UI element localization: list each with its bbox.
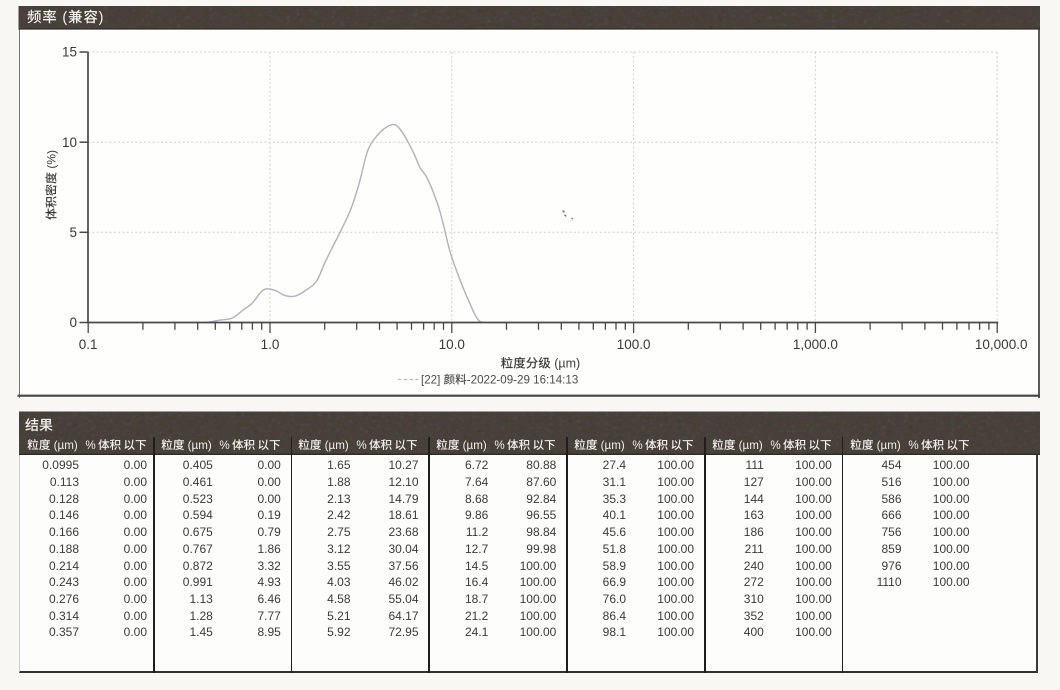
svg-text:10: 10 (62, 135, 77, 150)
svg-text:1.0: 1.0 (261, 337, 280, 352)
svg-text:0: 0 (69, 315, 77, 330)
svg-text:5: 5 (69, 225, 77, 240)
svg-text:0.1: 0.1 (79, 337, 98, 352)
svg-text:体积密度 (%): 体积密度 (%) (43, 150, 60, 220)
svg-text:10.0: 10.0 (439, 337, 465, 352)
svg-text:粒度分级 (µm): 粒度分级 (µm) (501, 352, 580, 371)
svg-text:15: 15 (62, 45, 77, 60)
svg-text:10,000.0: 10,000.0 (975, 337, 1028, 352)
svg-text:100.0: 100.0 (617, 337, 651, 352)
svg-text:[22] 颜料-2022-09-29 16:14:13: [22] 颜料-2022-09-29 16:14:13 (421, 372, 578, 388)
svg-text:1,000.0: 1,000.0 (793, 337, 838, 352)
